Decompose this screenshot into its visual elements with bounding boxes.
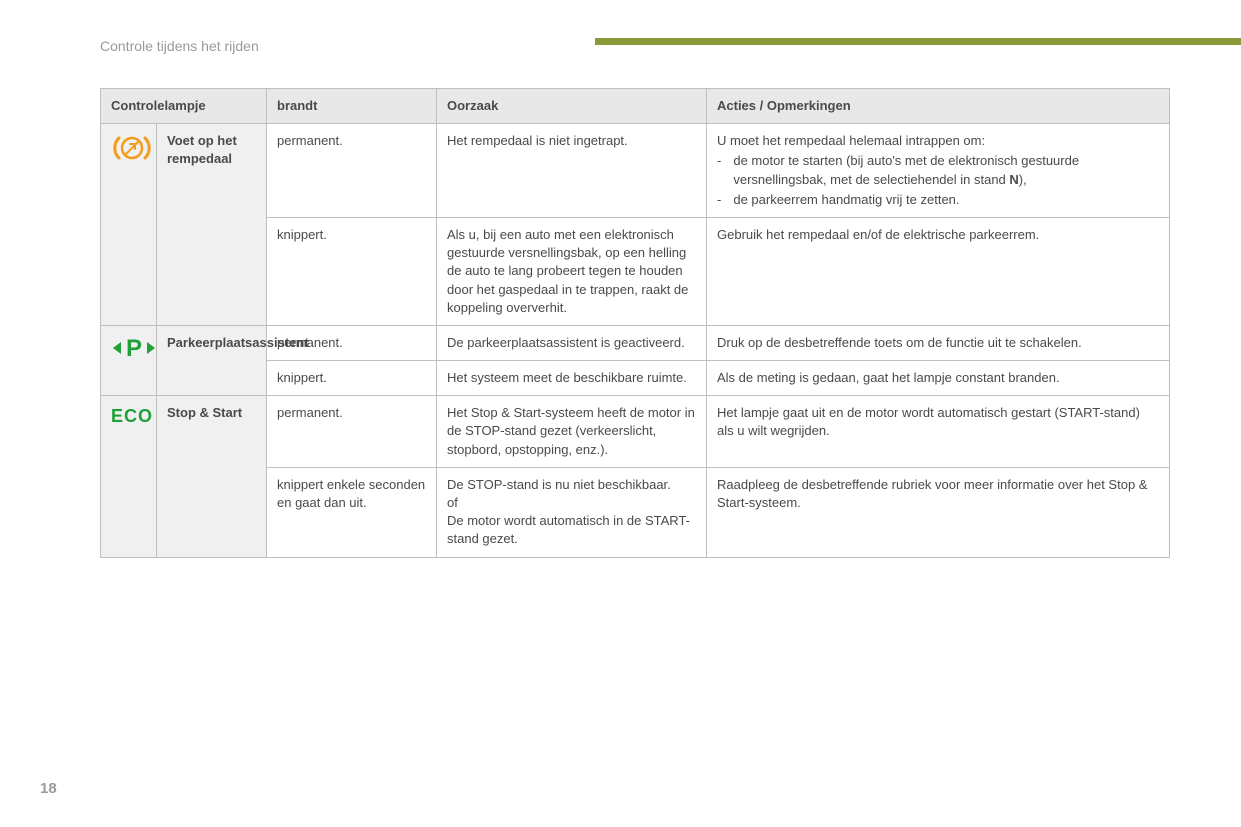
acties-cell: Raadpleeg de desbetreffende rubriek voor… <box>707 467 1170 557</box>
page-number: 18 <box>40 780 57 797</box>
list-text: de parkeerrem handmatig vrij te zetten. <box>733 191 1159 209</box>
brandt-cell: knippert. <box>267 361 437 396</box>
icon-cell-eco: ECO <box>101 396 157 557</box>
page-header-title: Controle tijdens het rijden <box>100 38 259 54</box>
th-controlelampje: Controlelampje <box>101 89 267 124</box>
list-item: - de motor te starten (bij auto's met de… <box>717 152 1159 188</box>
parking-assist-icon: P <box>111 334 157 362</box>
th-brandt: brandt <box>267 89 437 124</box>
th-acties: Acties / Opmerkingen <box>707 89 1170 124</box>
list-text: de motor te starten (bij auto's met de e… <box>733 152 1159 188</box>
list-item: - de parkeerrem handmatig vrij te zetten… <box>717 191 1159 209</box>
label-cell-parking-assist: Parkeerplaatsassistent <box>157 325 267 395</box>
icon-cell-brake-pedal <box>101 124 157 326</box>
oorzaak-cell: Het rempedaal is niet ingetrapt. <box>437 124 707 218</box>
content-area: Controlelampje brandt Oorzaak Acties / O… <box>100 88 1170 558</box>
oorzaak-cell: De STOP-stand is nu niet beschikbaar. of… <box>437 467 707 557</box>
label-cell-stop-start: Stop & Start <box>157 396 267 557</box>
acties-cell: U moet het rempedaal helemaal intrappen … <box>707 124 1170 218</box>
th-oorzaak: Oorzaak <box>437 89 707 124</box>
icon-cell-parking-assist: P <box>101 325 157 395</box>
oorzaak-cell: Als u, bij een auto met een elektronisch… <box>437 217 707 325</box>
acties-cell: Gebruik het rempedaal en/of de elektrisc… <box>707 217 1170 325</box>
svg-text:P: P <box>126 335 142 362</box>
table-row: Voet op het rempedaal permanent. Het rem… <box>101 124 1170 218</box>
acties-cell: Het lampje gaat uit en de motor wordt au… <box>707 396 1170 468</box>
dash-bullet: - <box>717 152 721 188</box>
brandt-cell: knippert. <box>267 217 437 325</box>
header-accent-bar <box>595 38 1241 45</box>
table-row: ECO Stop & Start permanent. Het Stop & S… <box>101 396 1170 468</box>
label-cell-brake-pedal: Voet op het rempedaal <box>157 124 267 326</box>
oorzaak-cell: De parkeerplaatsassistent is geactiveerd… <box>437 325 707 360</box>
dash-bullet: - <box>717 191 721 209</box>
brandt-cell: permanent. <box>267 325 437 360</box>
warning-lights-table: Controlelampje brandt Oorzaak Acties / O… <box>100 88 1170 558</box>
oorzaak-cell: Het Stop & Start-systeem heeft de motor … <box>437 396 707 468</box>
brandt-cell: knippert enkele seconden en gaat dan uit… <box>267 467 437 557</box>
eco-icon: ECO <box>111 406 153 426</box>
brandt-cell: permanent. <box>267 124 437 218</box>
table-header-row: Controlelampje brandt Oorzaak Acties / O… <box>101 89 1170 124</box>
brandt-cell: permanent. <box>267 396 437 468</box>
acties-intro: U moet het rempedaal helemaal intrappen … <box>717 132 1159 150</box>
acties-cell: Als de meting is gedaan, gaat het lampje… <box>707 361 1170 396</box>
acties-cell: Druk op de desbetreffende toets om de fu… <box>707 325 1170 360</box>
table-row: P Parkeerplaatsassistent permanent. De p… <box>101 325 1170 360</box>
brake-pedal-icon <box>111 132 153 164</box>
oorzaak-cell: Het systeem meet de beschikbare ruimte. <box>437 361 707 396</box>
